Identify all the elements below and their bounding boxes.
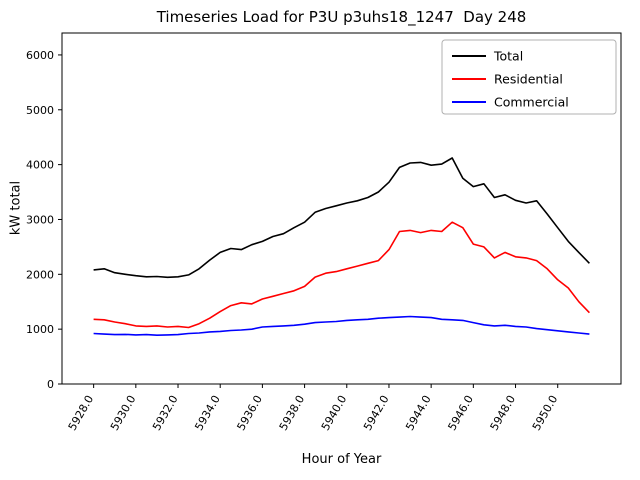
- y-tick-label: 0: [47, 378, 54, 391]
- y-tick-label: 2000: [26, 268, 54, 281]
- y-tick-label: 3000: [26, 213, 54, 226]
- x-tick-label: 5944.0: [403, 393, 434, 433]
- x-tick-label: 5940.0: [319, 393, 350, 433]
- y-tick-label: 1000: [26, 323, 54, 336]
- x-tick-label: 5938.0: [277, 393, 308, 433]
- y-tick-label: 6000: [26, 49, 54, 62]
- x-tick-label: 5948.0: [488, 393, 519, 433]
- y-tick-label: 5000: [26, 104, 54, 117]
- series-commercial-line: [93, 315, 590, 337]
- x-tick-label: 5928.0: [66, 393, 97, 433]
- chart-title: Timeseries Load for P3U p3uhs18_1247 Day…: [156, 8, 527, 26]
- x-tick-label: 5950.0: [530, 393, 561, 433]
- x-tick-label: 5930.0: [108, 393, 139, 433]
- x-axis-label: Hour of Year: [301, 452, 382, 467]
- x-tick-label: 5946.0: [445, 393, 476, 433]
- x-tick-label: 5934.0: [192, 393, 223, 433]
- x-tick-label: 5942.0: [361, 393, 392, 433]
- series-residential-line: [93, 221, 590, 329]
- legend-label-total: Total: [493, 49, 523, 64]
- x-tick-label: 5932.0: [150, 393, 181, 433]
- legend-label-residential: Residential: [494, 72, 563, 87]
- series-total-line: [93, 157, 590, 279]
- legend-label-commercial: Commercial: [494, 95, 569, 110]
- y-tick-label: 4000: [26, 159, 54, 172]
- y-axis-label: kW total: [8, 180, 24, 236]
- plot-frame: [61, 32, 622, 385]
- x-tick-label: 5936.0: [234, 393, 265, 433]
- legend-box: [441, 39, 617, 115]
